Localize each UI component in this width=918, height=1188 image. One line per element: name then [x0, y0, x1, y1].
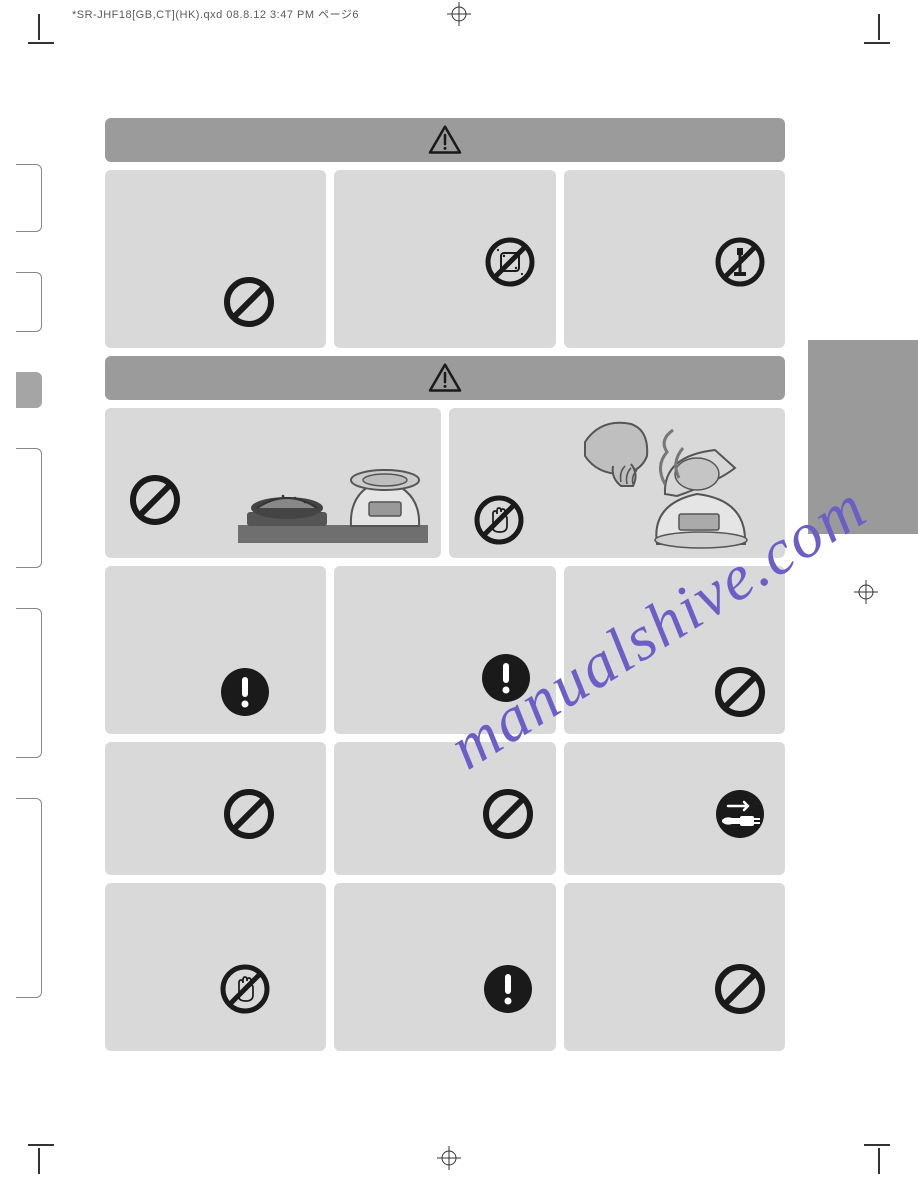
crop-mark-bottom-right — [850, 1134, 890, 1174]
stove-cooker-illustration — [233, 430, 433, 550]
prohibit-icon — [714, 963, 766, 1015]
caution-cell — [334, 566, 555, 734]
registration-mark-right — [854, 580, 878, 604]
mandatory-icon — [219, 666, 271, 718]
warning-cell — [564, 170, 785, 348]
caution-row — [105, 408, 785, 558]
caution-cell — [105, 742, 326, 875]
index-tab — [16, 448, 42, 568]
index-tab — [16, 164, 42, 232]
caution-cell — [564, 883, 785, 1051]
warning-section-bar — [105, 118, 785, 162]
steam-face-illustration — [567, 412, 777, 552]
prohibit-icon — [223, 788, 275, 840]
registration-mark-bottom — [437, 1146, 461, 1170]
caution-row — [105, 742, 785, 875]
caution-cell — [105, 883, 326, 1051]
caution-cell — [105, 408, 441, 558]
warning-triangle-icon — [428, 363, 462, 393]
prohibit-hand-icon — [219, 963, 271, 1015]
registration-mark-top — [447, 2, 471, 26]
warning-cell — [334, 170, 555, 348]
caution-cell — [334, 883, 555, 1051]
crop-mark-top-right — [850, 14, 890, 54]
prohibit-icon — [482, 788, 534, 840]
caution-row — [105, 883, 785, 1051]
caution-cell — [334, 742, 555, 875]
side-index-tabs — [16, 164, 42, 1038]
index-tab — [16, 272, 42, 332]
mandatory-icon — [482, 963, 534, 1015]
warning-cell — [105, 170, 326, 348]
right-thumb-tab — [808, 340, 918, 534]
prohibit-hand-icon — [473, 494, 525, 546]
prohibit-icon — [223, 276, 275, 328]
index-tab — [16, 608, 42, 758]
caution-cell — [449, 408, 785, 558]
caution-cell — [105, 566, 326, 734]
index-tab-active — [16, 372, 42, 408]
main-content — [105, 118, 785, 1059]
unplug-icon — [714, 788, 766, 840]
file-header-text: *SR-JHF18[GB,CT](HK).qxd 08.8.12 3:47 PM… — [72, 6, 359, 22]
mandatory-icon — [480, 652, 532, 704]
warning-triangle-icon — [428, 125, 462, 155]
caution-section-bar — [105, 356, 785, 400]
index-tab — [16, 798, 42, 998]
warning-row — [105, 170, 785, 348]
prohibit-disassemble-icon — [714, 236, 766, 288]
prohibit-icon — [714, 666, 766, 718]
caution-row — [105, 566, 785, 734]
caution-cell — [564, 742, 785, 875]
prohibit-splash-icon — [484, 236, 536, 288]
crop-mark-top-left — [28, 14, 68, 54]
prohibit-icon — [129, 474, 181, 526]
crop-mark-bottom-left — [28, 1134, 68, 1174]
caution-cell — [564, 566, 785, 734]
